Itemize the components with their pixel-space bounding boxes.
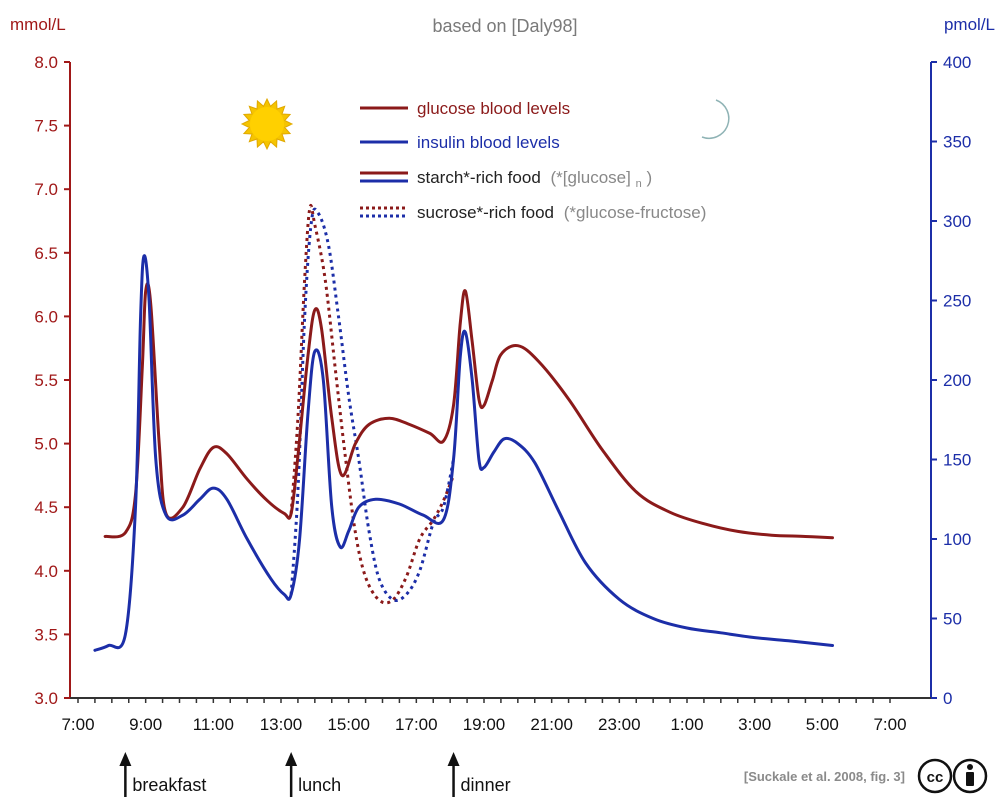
x-tick-label: 21:00 xyxy=(530,715,573,734)
credit-text: [Suckale et al. 2008, fig. 3] xyxy=(744,769,905,784)
left-tick-label: 4.5 xyxy=(34,498,58,517)
x-tick-label: 7:00 xyxy=(61,715,94,734)
series-line-glucose-sucrose-rich-food xyxy=(289,203,455,605)
left-tick-label: 5.0 xyxy=(34,435,58,454)
x-tick-label: 5:00 xyxy=(806,715,839,734)
series-line-glucose-blood-levels xyxy=(103,282,834,540)
x-tick-label: 3:00 xyxy=(738,715,771,734)
right-tick-label: 0 xyxy=(943,689,952,708)
x-axis-ticks: 7:00 9:00 11:00 13:00 15:00 17:00 19:00 21:00 23… xyxy=(61,698,907,734)
right-tick-label: 350 xyxy=(943,133,971,152)
left-axis-ticks: 3.0 3.5 4.0 4.5 5.0 5.5 6.0 6.5 7.0 7.5 8.0 xyxy=(34,53,70,708)
meal-label: dinner xyxy=(461,775,511,795)
arrow-head xyxy=(447,752,460,766)
right-tick-label: 250 xyxy=(943,292,971,311)
x-tick-label: 9:00 xyxy=(129,715,162,734)
legend-label-insulin: insulin blood levels xyxy=(417,133,560,152)
right-tick-label: 50 xyxy=(943,610,962,629)
left-axis-unit: mmol/L xyxy=(10,15,66,34)
meal-annotations: breakfast lunch dinner xyxy=(119,752,511,797)
meal-marker-breakfast: breakfast xyxy=(119,752,206,797)
left-tick-label: 5.5 xyxy=(34,371,58,390)
meal-marker-dinner: dinner xyxy=(447,752,511,797)
right-axis-unit: pmol/L xyxy=(944,15,995,34)
moon-icon xyxy=(701,99,730,140)
left-tick-label: 3.0 xyxy=(34,689,58,708)
x-tick-label: 7:00 xyxy=(873,715,906,734)
sun-icon xyxy=(240,97,294,151)
legend-label-starch: starch*-rich food (*[glucose] n ) xyxy=(417,168,652,191)
series-line-insulin-sucrose-rich-food xyxy=(289,207,455,602)
right-axis-ticks: 0 50 100 150 200 250 300 350 400 xyxy=(931,53,971,708)
meal-marker-lunch: lunch xyxy=(285,752,341,797)
x-tick-label: 17:00 xyxy=(395,715,438,734)
cc-icon: cc xyxy=(917,758,953,794)
x-tick-label: 13:00 xyxy=(260,715,303,734)
attribution-icon xyxy=(952,758,988,794)
x-tick-label: 1:00 xyxy=(670,715,703,734)
x-tick-label: 23:00 xyxy=(598,715,641,734)
left-tick-label: 7.0 xyxy=(34,180,58,199)
legend-label-sucrose: sucrose*-rich food (*glucose-fructose) xyxy=(417,203,706,222)
chart-title: based on [Daly98] xyxy=(432,16,577,36)
legend: glucose blood levels insulin blood level… xyxy=(360,99,706,222)
x-tick-label: 15:00 xyxy=(327,715,370,734)
arrow-head xyxy=(119,752,132,766)
right-tick-label: 150 xyxy=(943,451,971,470)
left-tick-label: 7.5 xyxy=(34,117,58,136)
series-line-insulin-blood-levels xyxy=(93,254,834,652)
meal-label: breakfast xyxy=(132,775,206,795)
svg-text:cc: cc xyxy=(927,769,944,786)
x-tick-label: 11:00 xyxy=(193,715,234,734)
left-tick-label: 6.0 xyxy=(34,307,58,326)
arrow-head xyxy=(285,752,298,766)
left-tick-label: 4.0 xyxy=(34,562,58,581)
left-tick-label: 6.5 xyxy=(34,244,58,263)
left-tick-label: 8.0 xyxy=(34,53,58,72)
x-tick-label: 19:00 xyxy=(463,715,506,734)
right-tick-label: 400 xyxy=(943,53,971,72)
meal-label: lunch xyxy=(298,775,341,795)
series-layer xyxy=(93,203,834,652)
right-tick-label: 300 xyxy=(943,212,971,231)
left-tick-label: 3.5 xyxy=(34,625,58,644)
right-tick-label: 200 xyxy=(943,371,971,390)
legend-label-glucose: glucose blood levels xyxy=(417,99,570,118)
right-tick-label: 100 xyxy=(943,530,971,549)
